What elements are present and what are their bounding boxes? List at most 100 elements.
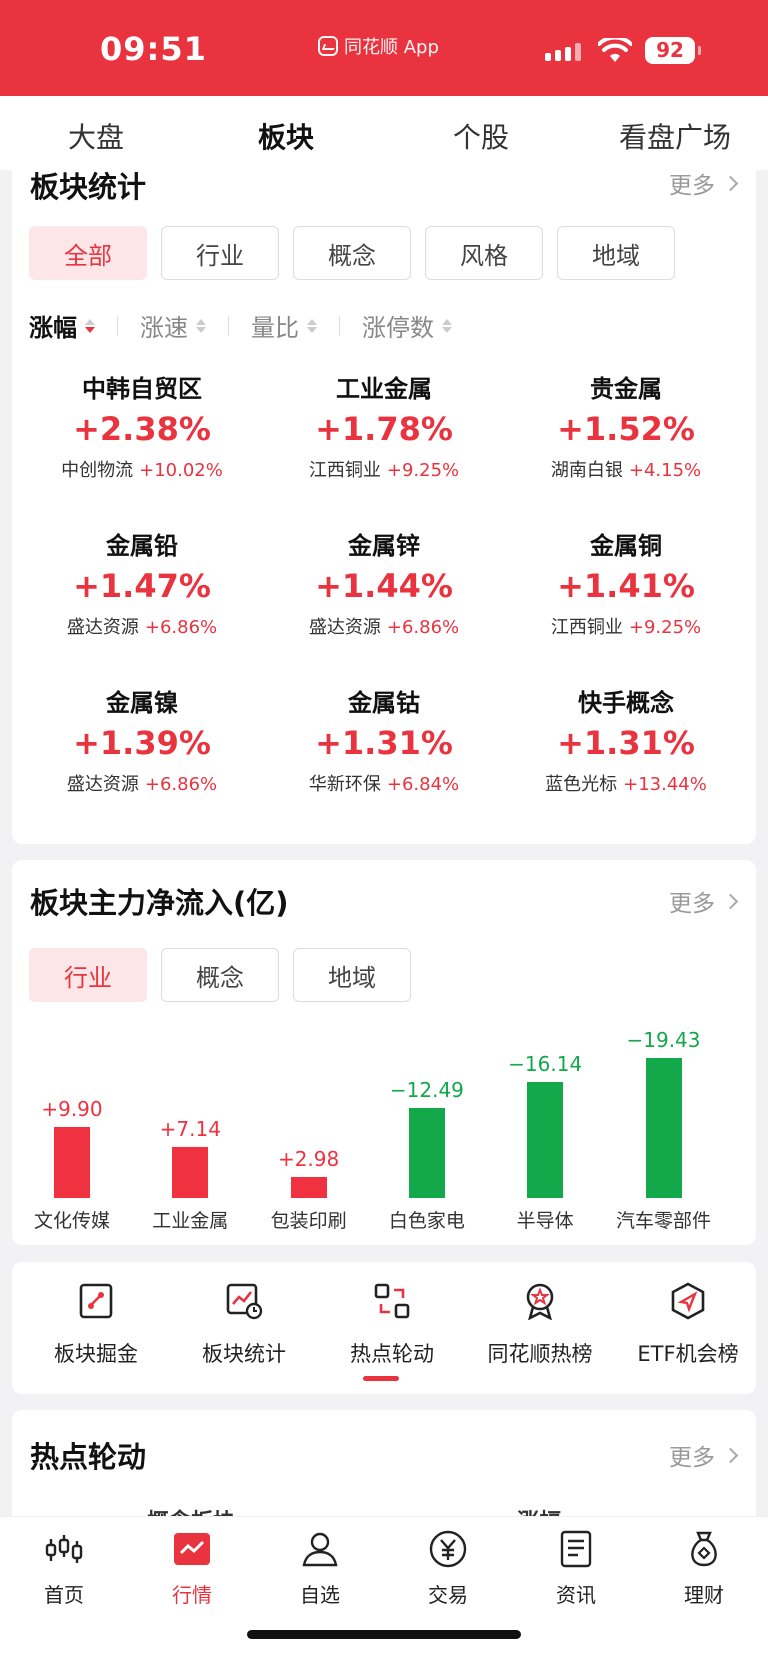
nav-label: 自选 [300, 1583, 340, 1607]
sector-name: 金属锌 [348, 532, 420, 560]
nav-market[interactable]: 行情 [137, 1529, 247, 1608]
sector-cell[interactable]: 金属铅 +1.47% 盛达资源 +6.86% [21, 512, 263, 669]
sector-change-pct: +1.44% [315, 567, 453, 605]
bar-group[interactable]: −16.14 半导体 [486, 1010, 604, 1240]
market-chart-icon [174, 1533, 210, 1565]
hot-rotation-more-link[interactable]: 更多 [669, 1438, 739, 1472]
sector-stats-card: 板块统计 更多 全部 行业 概念 风格 地域 涨幅 涨速 量比 涨停数 中韩自贸… [12, 160, 756, 844]
sector-filter-chips: 全部 行业 概念 风格 地域 [29, 226, 675, 280]
wifi-icon [598, 38, 632, 62]
chip-style[interactable]: 风格 [425, 226, 543, 280]
bar-category-label: 包装印刷 [270, 1210, 347, 1232]
chip-industry[interactable]: 行业 [29, 948, 147, 1002]
chip-industry[interactable]: 行业 [161, 226, 279, 280]
sort-limit-up-count[interactable]: 涨停数 [362, 308, 452, 343]
tab-sectors[interactable]: 板块 [258, 121, 315, 154]
tab-watch-square[interactable]: 看盘广场 [619, 121, 732, 154]
leading-stock: 华新环保 +6.84% [263, 770, 505, 796]
leading-stock: 蓝色光标 +13.44% [505, 770, 747, 796]
hot-rotation-title: 热点轮动 [30, 1440, 147, 1474]
top-tabs: 大盘 板块 个股 看盘广场 [0, 96, 768, 170]
sector-mining-icon [79, 1283, 113, 1319]
bar-group[interactable]: +9.90 文化传媒 [13, 1010, 131, 1240]
chip-region[interactable]: 地域 [293, 948, 411, 1002]
sector-cell[interactable]: 金属镍 +1.39% 盛达资源 +6.86% [21, 669, 263, 826]
leading-stock-pct: +4.15% [628, 460, 702, 481]
leading-stock: 盛达资源 +6.86% [263, 613, 505, 639]
sector-cell[interactable]: 快手概念 +1.31% 蓝色光标 +13.44% [505, 669, 747, 826]
back-to-app[interactable]: 同花顺 App [318, 33, 439, 59]
leading-stock: 湖南白银 +4.15% [505, 456, 747, 482]
bar [54, 1126, 90, 1198]
sector-name: 快手概念 [578, 689, 674, 717]
sort-volume-ratio[interactable]: 量比 [251, 308, 317, 343]
leading-stock-name: 中创物流 [61, 460, 134, 481]
bar-group[interactable]: −19.43 汽车零部件 [605, 1010, 723, 1240]
chip-all[interactable]: 全部 [29, 226, 147, 280]
shortcut-hot-rank[interactable]: 同花顺热榜 [470, 1282, 610, 1368]
sector-cell[interactable]: 金属铜 +1.41% 江西铜业 +9.25% [505, 512, 747, 669]
tab-market-overview[interactable]: 大盘 [68, 121, 125, 154]
leading-stock-name: 江西铜业 [308, 460, 381, 481]
app-logo-icon [318, 36, 338, 56]
bar [172, 1146, 209, 1198]
leading-stock-pct: +13.44% [623, 774, 707, 795]
cellular-signal-icon [545, 43, 581, 61]
bar-value-label: +7.14 [159, 1116, 221, 1141]
sector-cell[interactable]: 中韩自贸区 +2.38% 中创物流 +10.02% [21, 355, 263, 512]
leading-stock: 中创物流 +10.02% [21, 456, 263, 482]
nav-trade[interactable]: 交易 [393, 1529, 503, 1608]
sort-change-pct[interactable]: 涨幅 [29, 308, 95, 343]
sector-name: 中韩自贸区 [82, 375, 202, 403]
shortcut-sector-mining[interactable]: 板块掘金 [26, 1282, 166, 1368]
nav-label: 行情 [172, 1583, 212, 1607]
sort-label: 量比 [251, 314, 299, 342]
yuan-icon [429, 1530, 467, 1568]
tab-stocks[interactable]: 个股 [453, 121, 510, 154]
user-icon [302, 1532, 338, 1567]
nav-wealth[interactable]: 理财 [649, 1529, 759, 1608]
chip-concept[interactable]: 概念 [161, 948, 279, 1002]
sector-grid: 中韩自贸区 +2.38% 中创物流 +10.02% 工业金属 +1.78% 江西铜业 +9.2… [12, 355, 756, 826]
leading-stock: 盛达资源 +6.86% [21, 770, 263, 796]
battery-indicator: 92 [645, 37, 701, 64]
nav-watchlist[interactable]: 自选 [265, 1529, 375, 1608]
nav-news[interactable]: 资讯 [521, 1529, 631, 1608]
bar-group[interactable]: +7.14 工业金属 [131, 1010, 249, 1240]
sort-label: 涨幅 [29, 314, 77, 342]
sector-change-pct: +1.41% [557, 567, 695, 605]
sort-arrows-icon [442, 318, 452, 333]
chevron-right-icon [722, 175, 739, 191]
sector-change-pct: +1.31% [315, 724, 453, 762]
clock: 09:51 [100, 30, 207, 68]
sector-change-pct: +1.31% [557, 724, 695, 762]
chip-region[interactable]: 地域 [557, 226, 675, 280]
money-bag-icon [691, 1531, 717, 1567]
leading-stock-pct: +6.86% [386, 617, 460, 638]
nav-home[interactable]: 首页 [9, 1529, 119, 1608]
nav-label: 首页 [44, 1583, 84, 1607]
shortcut-sector-stats[interactable]: 板块统计 [174, 1282, 314, 1368]
sector-name: 贵金属 [590, 375, 662, 403]
shortcut-hot-rotation[interactable]: 热点轮动 [322, 1282, 462, 1368]
sector-cell[interactable]: 工业金属 +1.78% 江西铜业 +9.25% [263, 355, 505, 512]
bar-group[interactable]: +2.98 包装印刷 [250, 1010, 368, 1240]
sort-bar: 涨幅 涨速 量比 涨停数 [29, 308, 452, 343]
bar-value-label: +2.98 [277, 1146, 340, 1171]
net-inflow-more-link[interactable]: 更多 [669, 884, 739, 918]
sector-cell[interactable]: 金属钴 +1.31% 华新环保 +6.84% [263, 669, 505, 826]
etf-opportunity-icon [671, 1282, 705, 1320]
sector-name: 金属钴 [348, 689, 420, 717]
sector-cell[interactable]: 金属锌 +1.44% 盛达资源 +6.86% [263, 512, 505, 669]
shortcut-etf-opportunity[interactable]: ETF机会榜 [618, 1282, 758, 1368]
sort-speed[interactable]: 涨速 [140, 308, 206, 343]
bar-group[interactable]: −12.49 白色家电 [368, 1010, 486, 1240]
sector-change-pct: +1.39% [73, 724, 211, 762]
shortcut-label: 热点轮动 [350, 1342, 434, 1366]
sector-cell[interactable]: 贵金属 +1.52% 湖南白银 +4.15% [505, 355, 747, 512]
app-name: 同花顺 App [344, 37, 439, 58]
sector-stats-more-link[interactable]: 更多 [669, 166, 739, 200]
sector-name: 金属铜 [590, 532, 662, 560]
leading-stock-pct: +6.86% [144, 617, 218, 638]
chip-concept[interactable]: 概念 [293, 226, 411, 280]
